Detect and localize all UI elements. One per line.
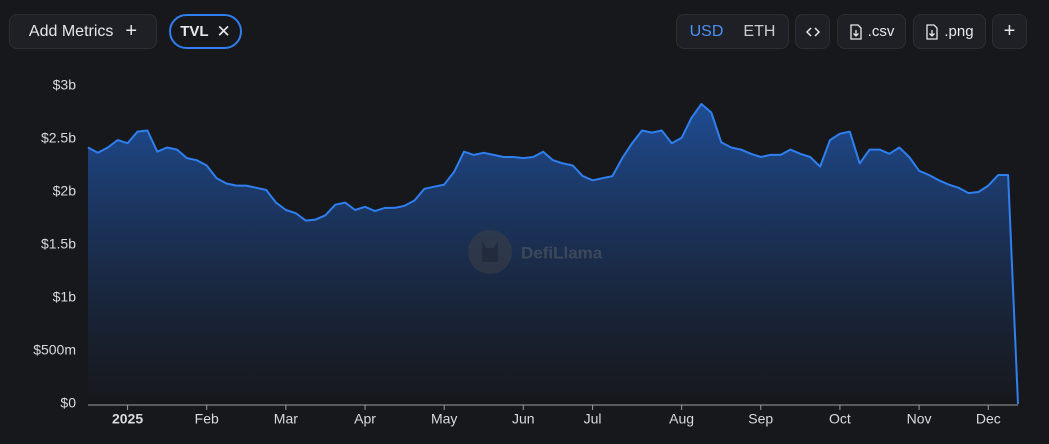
add-metrics-label: Add Metrics	[28, 22, 114, 40]
plus-icon: +	[125, 20, 138, 42]
y-tick-label: $2b	[53, 183, 77, 199]
x-tick-label: Feb	[195, 411, 219, 427]
currency-toggle: USD ETH	[676, 14, 789, 49]
x-tick-label: Nov	[907, 411, 932, 427]
embed-icon	[805, 26, 820, 37]
area-line	[87, 103, 1019, 405]
x-tick-label: Mar	[274, 411, 298, 427]
y-tick-label: $0	[60, 395, 76, 411]
watermark-text: DefiLlama	[521, 243, 603, 262]
x-tick-label: Jul	[584, 411, 602, 427]
add-metrics-button[interactable]: Add Metrics +	[9, 14, 157, 49]
csv-button[interactable]: .csv	[837, 14, 906, 49]
more-button[interactable]: +	[992, 14, 1027, 49]
currency-option[interactable]: USD	[689, 22, 724, 40]
png-label: .png	[944, 23, 974, 40]
metric-chip-label: TVL	[180, 23, 209, 40]
watermark: DefiLlama	[468, 230, 603, 274]
csv-label: .csv	[867, 23, 895, 40]
png-button[interactable]: .png	[913, 14, 986, 49]
x-tick-label: Sep	[748, 411, 773, 427]
y-tick-label: $500m	[33, 342, 76, 358]
currency-option[interactable]: ETH	[743, 22, 776, 40]
x-tick-label: Dec	[976, 411, 1001, 427]
download-icon	[850, 23, 862, 40]
y-tick-label: $3b	[53, 77, 77, 93]
metric-chip[interactable]: TVL ✕	[169, 14, 242, 49]
x-tick-label: 2025	[112, 411, 143, 427]
close-icon[interactable]: ✕	[216, 21, 231, 41]
x-tick-label: May	[431, 411, 457, 427]
area-fill	[88, 104, 1018, 404]
embed-button[interactable]	[795, 14, 830, 49]
y-tick-label: $1.5b	[41, 236, 76, 252]
x-tick-label: Jun	[512, 411, 535, 427]
x-tick-label: Aug	[669, 411, 694, 427]
y-tick-label: $1b	[53, 289, 77, 305]
y-tick-label: $2.5b	[41, 130, 76, 146]
x-tick-label: Apr	[354, 411, 376, 427]
download-icon	[926, 23, 939, 40]
x-tick-label: Oct	[829, 411, 851, 427]
